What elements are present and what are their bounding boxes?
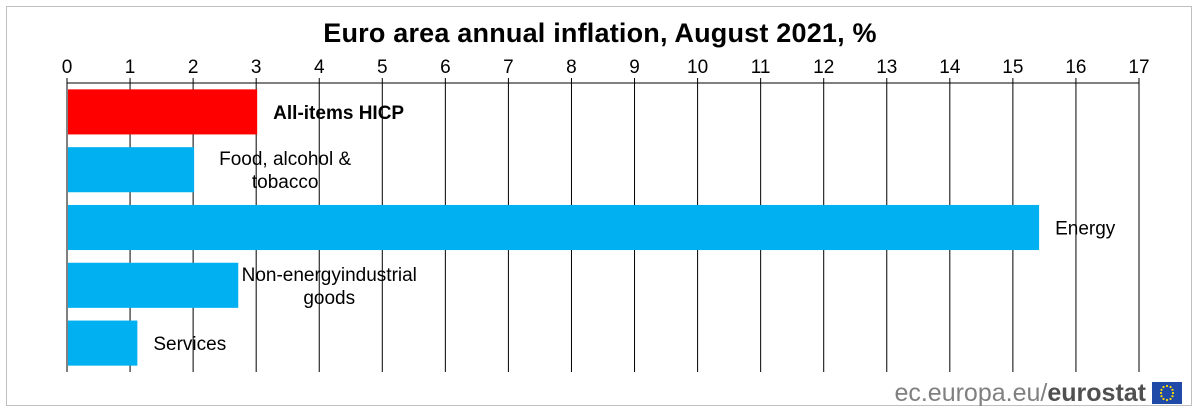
category-label: All-items HICP (273, 103, 404, 124)
bars (68, 89, 1040, 366)
x-tick-label: 15 (1002, 57, 1023, 78)
bar (68, 147, 195, 193)
source-url: ec.europa.eu/ (894, 378, 1048, 407)
x-axis-ticks: 0 1 2 3 4 5 6 7 8 9 10 11 12 13 14 15 16 17 (62, 57, 1150, 84)
x-tick-label: 4 (314, 57, 325, 78)
x-tick-label: 10 (687, 57, 708, 78)
category-label: Food, alcohol & (219, 149, 351, 170)
bar (68, 89, 258, 135)
x-tick-label: 13 (876, 57, 897, 78)
bar-labels: All-items HICP Food, alcohol &tobacco Ener… (153, 103, 1115, 355)
x-tick-label: 8 (566, 57, 577, 78)
category-label: Services (153, 334, 226, 355)
bar (68, 262, 239, 308)
source-footer: ec.europa.eu/ eurostat (894, 378, 1182, 408)
x-tick-label: 3 (251, 57, 262, 78)
x-tick-label: 11 (751, 57, 771, 78)
x-tick-label: 1 (125, 57, 136, 78)
category-label: goods (303, 288, 355, 309)
x-tick-label: 6 (440, 57, 451, 78)
eurostat-logo-text: eurostat (1047, 378, 1146, 407)
x-tick-label: 2 (188, 57, 199, 78)
bar (68, 204, 1040, 251)
x-tick-label: 0 (62, 57, 73, 78)
category-label: tobacco (252, 172, 319, 193)
chart-frame (6, 6, 1192, 406)
x-tick-label: 14 (939, 57, 961, 78)
category-label: Energy (1055, 219, 1116, 240)
x-tick-label: 16 (1065, 57, 1086, 78)
x-tick-label: 12 (813, 57, 834, 78)
category-label: Non-energyindustrial (242, 265, 417, 286)
bar (68, 320, 138, 366)
x-tick-label: 7 (503, 57, 514, 78)
eu-flag-icon (1152, 382, 1182, 404)
x-tick-label: 5 (377, 57, 388, 78)
chart-title: Euro area annual inflation, August 2021,… (323, 18, 877, 48)
x-tick-label: 9 (629, 57, 640, 78)
x-tick-label: 17 (1128, 57, 1149, 78)
